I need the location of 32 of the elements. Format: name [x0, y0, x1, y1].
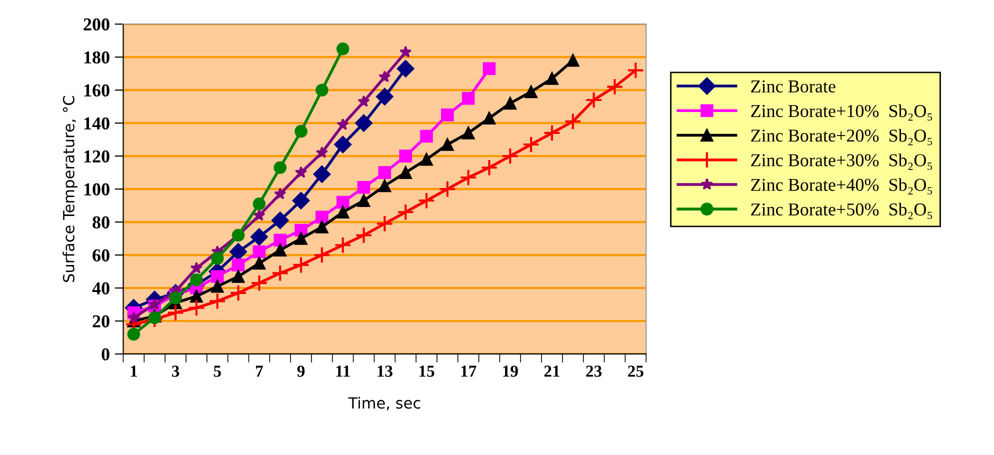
- x-tick-label: 21: [544, 366, 560, 377]
- x-tick-label: 1: [130, 366, 138, 377]
- x-tick-label: 19: [503, 366, 518, 377]
- x-tick-label: 9: [297, 366, 305, 377]
- y-tick-label: 60: [92, 249, 110, 262]
- x-tick-label: 13: [378, 366, 392, 377]
- y-tick-label: 80: [92, 216, 110, 228]
- x-tick-label: 25: [628, 366, 644, 377]
- y-tick-label: 100: [84, 183, 110, 196]
- x-tick-label: 17: [461, 366, 476, 377]
- x-axis-title: Time, sec: [348, 396, 420, 410]
- y-tick-label: 20: [92, 315, 110, 328]
- legend-label: Zinc Borate: [751, 80, 836, 93]
- y-tick-label: 160: [84, 84, 110, 97]
- legend-label: Zinc Borate+40% Sb₂O₅: [751, 178, 932, 194]
- x-tick-label: 3: [172, 366, 180, 377]
- y-tick-label: 0: [102, 348, 110, 360]
- x-tick-label: 23: [586, 366, 602, 377]
- x-tick-label: 5: [214, 366, 221, 377]
- y-tick-label: 200: [84, 18, 110, 31]
- x-tick-label: 15: [420, 366, 434, 377]
- legend-label: Zinc Borate+30% Sb₂O₅: [751, 154, 932, 170]
- x-tick-label: 11: [336, 366, 350, 377]
- legend-label: Zinc Borate+50% Sb₂O₅: [751, 202, 932, 220]
- y-tick-label: 180: [84, 51, 110, 64]
- legend-label: Zinc Borate+10% Sb₂O₅: [751, 104, 932, 121]
- y-tick-label: 120: [84, 150, 110, 163]
- y-axis-title: Surface Temperature, °C: [62, 96, 78, 282]
- legend-label: Zinc Borate+20% Sb₂O₅: [751, 129, 932, 146]
- y-tick-label: 140: [84, 117, 110, 130]
- y-tick-label: 40: [92, 282, 110, 294]
- x-tick-label: 7: [256, 366, 263, 377]
